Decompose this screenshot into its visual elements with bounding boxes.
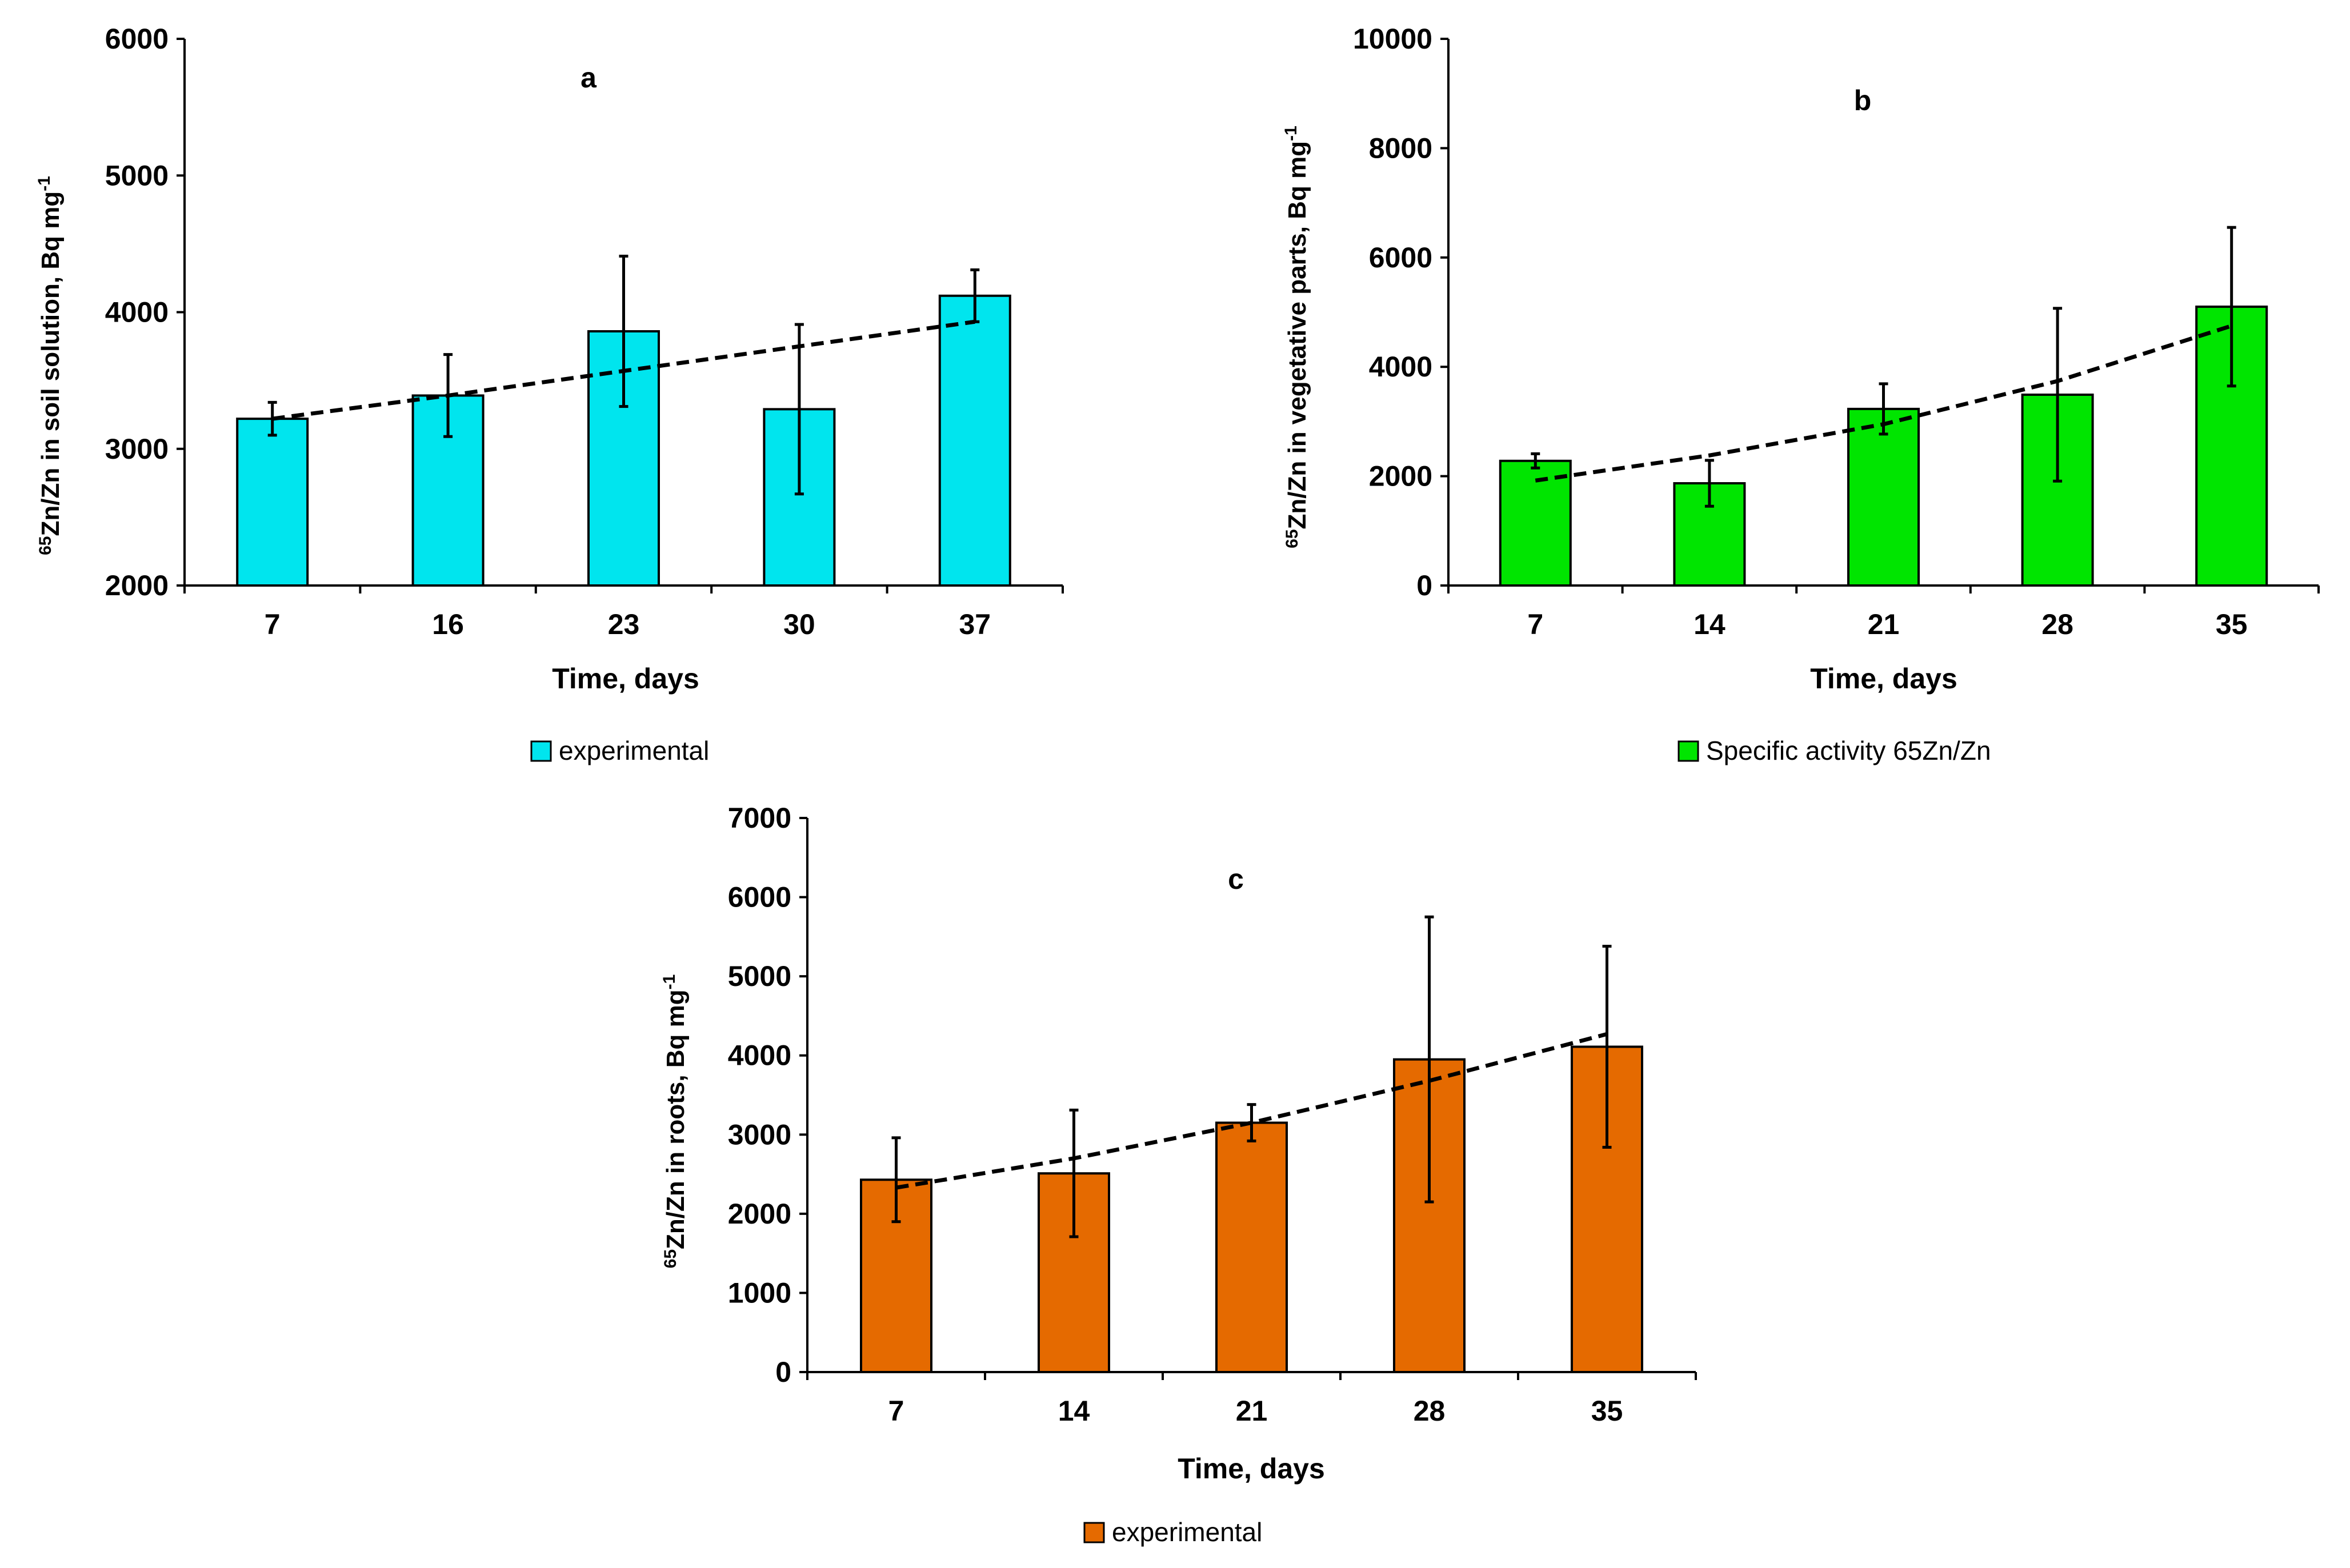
panel-a-y-axis-title-exp: -1	[35, 176, 54, 191]
panel-a-x-tick-label: 30	[783, 608, 815, 640]
panel-c-y-axis-title-sup: 65	[661, 1249, 680, 1268]
panel-a-y-tick-label: 3000	[105, 433, 169, 465]
panel-c: c 0 1000 2000 3000 4000 5000 6000 7000 7 14 21 28 35…	[660, 802, 1697, 1547]
panel-c-y-tick-label: 6000	[728, 881, 791, 913]
panel-b-x-tick-label: 35	[2216, 608, 2248, 640]
panel-a-x-tick-label: 37	[959, 608, 991, 640]
panel-b-y-axis-title: 65Zn/Zn in vegetative parts, Bq mg-1	[1282, 126, 1311, 548]
panel-b-x-tick-label: 7	[1527, 608, 1543, 640]
panel-c-x-tick-label: 28	[1414, 1395, 1446, 1427]
panel-b-y-tick-label: 2000	[1369, 460, 1432, 492]
panel-c-bar	[1215, 1121, 1288, 1373]
panel-a-y-axis-title: 65Zn/Zn in soil solution, Bq mg-1	[35, 176, 65, 555]
panel-b-error-bar	[2227, 226, 2236, 388]
panel-b-y-tick-label: 4000	[1369, 351, 1432, 383]
panel-a-y-axis-title-sup: 65	[36, 536, 55, 555]
panel-c-x-tick-label: 21	[1236, 1395, 1268, 1427]
panel-c-y-tick-label: 5000	[728, 960, 791, 992]
panel-c-y-axis-title: 65Zn/Zn in roots, Bq mg-1	[660, 975, 690, 1269]
panel-a-x-tick-label: 16	[432, 608, 464, 640]
panel-c-x-tick-label: 7	[888, 1395, 904, 1427]
panel-a-error-bar	[794, 323, 804, 496]
panel-b-y-axis-title-exp: -1	[1282, 126, 1300, 141]
panel-b-label: b	[1854, 85, 1872, 117]
panel-a-y-tick-label: 6000	[105, 23, 169, 55]
panel-b-legend-swatch	[1678, 740, 1699, 762]
panel-a-trend-line	[272, 319, 975, 421]
panel-c-y-tick-label: 7000	[728, 802, 791, 834]
panel-c-x-tick-label: 14	[1058, 1395, 1090, 1427]
panel-a: a 2000 3000 4000 5000 6000 7 16 23 30 37 Time, da…	[35, 23, 1064, 765]
panel-a-legend-label: experimental	[559, 736, 709, 765]
panel-c-trend-line	[895, 1032, 1608, 1190]
panel-c-error-bar	[1602, 944, 1612, 1149]
panel-b-x-tick-label: 21	[1868, 608, 1900, 640]
panel-a-x-tick-label: 23	[608, 608, 640, 640]
panel-a-legend-swatch	[530, 740, 552, 762]
panel-b-y-axis-title-main: Zn/Zn in vegetative parts, Bq mg	[1283, 141, 1311, 530]
panel-c-legend: experimental	[1083, 1517, 1262, 1547]
panel-c-y-axis-title-exp: -1	[660, 975, 679, 990]
panel-c-y-tick-label: 1000	[728, 1277, 791, 1309]
panel-a-error-bar	[619, 254, 628, 408]
panel-c-legend-label: experimental	[1112, 1517, 1262, 1547]
panel-b-y-axis-title-sup: 65	[1283, 529, 1302, 548]
panel-b-bar	[1847, 407, 1920, 587]
panel-b-y-tick-label: 0	[1416, 570, 1432, 601]
panel-c-y-tick-label: 2000	[728, 1198, 791, 1230]
panel-a-x-axis-title: Time, days	[552, 663, 699, 695]
panel-c-error-bar	[891, 1136, 901, 1224]
panel-b-error-bar	[1531, 452, 1540, 470]
panel-b-y-tick-label: 10000	[1353, 23, 1432, 55]
panel-b-x-tick-label: 28	[2041, 608, 2073, 640]
panel-b-y-tick-label: 6000	[1369, 242, 1432, 274]
panel-b-trend-line	[1535, 324, 2232, 483]
panel-c-error-bar	[1069, 1108, 1079, 1238]
panel-b: b 0 2000 4000 6000 8000 10000 7 14 21 28 35 Time, …	[1282, 23, 2320, 765]
panel-a-bar	[236, 418, 309, 587]
panel-c-label: c	[1228, 863, 1244, 895]
panel-a-label: a	[581, 62, 597, 94]
panel-b-x-tick-label: 14	[1694, 608, 1726, 640]
panel-a-plot: 2000 3000 4000 5000 6000 7 16 23 30 37	[105, 23, 1064, 640]
panel-a-x-tick-label: 7	[265, 608, 281, 640]
panel-c-x-axis-title: Time, days	[1178, 1453, 1325, 1485]
panel-c-y-tick-label: 0	[775, 1356, 791, 1388]
panel-b-error-bar	[2053, 307, 2063, 483]
panel-c-y-tick-label: 4000	[728, 1040, 791, 1072]
panel-a-legend: experimental	[530, 736, 709, 765]
panel-a-y-axis-title-main: Zn/Zn in soil solution, Bq mg	[37, 191, 65, 536]
panel-c-legend-swatch	[1083, 1522, 1105, 1543]
panel-c-y-axis-title-main: Zn/Zn in roots, Bq mg	[662, 989, 690, 1249]
panel-a-y-tick-label: 4000	[105, 296, 169, 328]
panel-b-legend: Specific activity 65Zn/Zn	[1678, 736, 1991, 765]
panel-a-y-tick-label: 5000	[105, 159, 169, 191]
panel-b-y-tick-label: 8000	[1369, 132, 1432, 164]
panel-b-error-bar	[1704, 459, 1714, 508]
panel-c-y-tick-label: 3000	[728, 1118, 791, 1150]
panel-c-x-tick-label: 35	[1591, 1395, 1623, 1427]
panel-c-plot: 0 1000 2000 3000 4000 5000 6000 7000 7 14 21 28 35	[728, 802, 1697, 1427]
panel-b-x-axis-title: Time, days	[1810, 663, 1957, 695]
panel-b-legend-label: Specific activity 65Zn/Zn	[1706, 736, 1991, 765]
panel-b-plot: 0 2000 4000 6000 8000 10000 7 14 21 28 35	[1353, 23, 2320, 640]
panel-c-error-bar	[1424, 915, 1434, 1204]
panel-a-y-tick-label: 2000	[105, 570, 169, 601]
panel-a-bar	[938, 294, 1011, 587]
